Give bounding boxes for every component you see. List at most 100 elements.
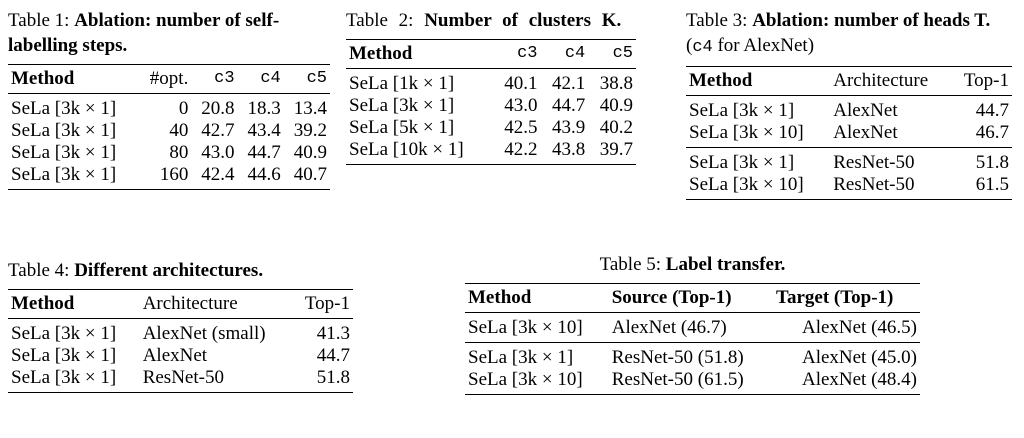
table: Method Architecture Top-1 SeLa [3k × 1] Alex… <box>8 289 353 393</box>
table-row: SeLa [3k × 10] AlexNet (46.7) AlexNet (46.… <box>465 313 920 343</box>
cell: AlexNet (46.7) <box>611 317 727 338</box>
table-block: Table 5: Label transfer. Method Source (To… <box>465 252 920 395</box>
header-cell: Top-1 <box>304 293 350 314</box>
header-cell: Architecture <box>833 70 929 91</box>
cell: SeLa [3k × 1] <box>11 164 117 185</box>
row-group: SeLa [3k × 10] AlexNet (46.7) AlexNet (46.… <box>465 312 920 343</box>
row-group: SeLa [3k × 1] ResNet-50 51.8 SeLa [3k × 10]… <box>686 147 1012 200</box>
table-caption: Table 2: Number of clusters K. <box>346 8 636 33</box>
table: Method Architecture Top-1 SeLa [3k × 1] Alex… <box>686 66 1012 200</box>
table-block: Table 3: Ablation: number of heads T. (c… <box>686 8 1012 200</box>
cell: AlexNet (48.4) <box>801 369 917 390</box>
caption-title: Ablation: number of self-labelling steps… <box>8 10 280 56</box>
table: Method #opt. c3 c4 c5 SeLa [3k × 1] 0 20.8 18.3 1… <box>8 64 330 190</box>
row-group: SeLa [3k × 1] AlexNet 44.7 SeLa [3k × 10] Al… <box>686 95 1012 148</box>
table-row: SeLa [3k × 1] 40 42.7 43.4 39.2 <box>8 120 330 142</box>
header-row: Method Architecture Top-1 <box>686 66 1012 96</box>
cell: SeLa [3k × 1] <box>11 120 117 141</box>
cell: 38.8 <box>599 73 633 94</box>
cell: 43.8 <box>551 139 586 160</box>
header-cell: #opt. <box>149 68 189 89</box>
header-row: Method c3 c4 c5 <box>346 39 636 69</box>
cell: SeLa [3k × 1] <box>689 152 795 173</box>
header-cell: c4 <box>564 44 586 63</box>
caption-title: Different architectures. <box>74 260 264 281</box>
table-head: Method Source (Top-1) Target (Top-1) <box>465 283 920 313</box>
table-row: SeLa [1k × 1] 40.1 42.1 38.8 <box>346 69 636 96</box>
header-cell: Method <box>349 43 413 64</box>
cell: 40.9 <box>599 95 633 116</box>
table-head: Method c3 c4 c5 <box>346 39 636 69</box>
table-row: SeLa [3k × 10] ResNet-50 61.5 <box>686 174 1012 200</box>
row-group: SeLa [1k × 1] 40.1 42.1 38.8 SeLa [3k × 1] 43… <box>346 68 636 165</box>
cell: 51.8 <box>316 367 350 388</box>
table-head: Method Architecture Top-1 <box>8 289 353 319</box>
cell: 42.4 <box>201 164 235 185</box>
cell: SeLa [3k × 10] <box>689 122 804 143</box>
table-row: SeLa [3k × 1] ResNet-50 (51.8) AlexNet (45… <box>465 343 920 370</box>
cell: ResNet-50 <box>833 152 915 173</box>
cell: 40.2 <box>599 117 633 138</box>
table-row: SeLa [3k × 1] 160 42.4 44.6 40.7 <box>8 164 330 190</box>
cell: SeLa [3k × 1] <box>468 347 574 368</box>
cell: ResNet-50 <box>833 174 915 195</box>
header-cell: Method <box>11 68 75 89</box>
header-cell: c5 <box>612 44 633 63</box>
table-head: Method Architecture Top-1 <box>686 66 1012 96</box>
caption-label: Table 5: <box>599 254 662 275</box>
caption-note-code: c4 <box>692 38 713 57</box>
cell: ResNet-50 (51.8) <box>611 347 744 368</box>
cell: 0 <box>178 98 189 119</box>
cell: 20.8 <box>201 98 235 119</box>
cell: SeLa [3k × 1] <box>349 95 455 116</box>
header-cell: c5 <box>306 69 327 88</box>
header-cell: Source (Top-1) <box>611 287 732 308</box>
cell: 61.5 <box>975 174 1009 195</box>
cell: 43.4 <box>247 120 281 141</box>
cell: SeLa [3k × 10] <box>689 174 804 195</box>
caption-title: Label transfer. <box>665 254 786 275</box>
cell: AlexNet (small) <box>142 323 266 344</box>
cell: 39.7 <box>599 139 633 160</box>
table-head: Method #opt. c3 c4 c5 <box>8 64 330 94</box>
cell: 18.3 <box>247 98 281 119</box>
row-group: SeLa [3k × 1] ResNet-50 (51.8) AlexNet (45… <box>465 342 920 395</box>
cell: 40 <box>169 120 189 141</box>
table-row: SeLa [3k × 1] AlexNet 44.7 <box>8 345 353 367</box>
cell: SeLa [3k × 1] <box>11 323 117 344</box>
table-block: Table 2: Number of clusters K. Method c3 c4… <box>346 8 636 165</box>
table-caption: Table 3: Ablation: number of heads T. (c… <box>686 8 1012 60</box>
table-caption: Table 5: Label transfer. <box>465 252 920 277</box>
cell: SeLa [3k × 1] <box>689 100 795 121</box>
table-row: SeLa [3k × 1] AlexNet (small) 41.3 <box>8 319 353 346</box>
cell: AlexNet <box>833 100 898 121</box>
table-row: SeLa [3k × 10] AlexNet 46.7 <box>686 122 1012 148</box>
header-cell: Method <box>468 287 532 308</box>
cell: 51.8 <box>975 152 1009 173</box>
cell: 39.2 <box>293 120 327 141</box>
caption-label: Table 4: <box>8 260 70 281</box>
cell: 44.6 <box>247 164 281 185</box>
cell: 40.7 <box>293 164 327 185</box>
caption-note: for AlexNet) <box>717 35 815 56</box>
header-cell: c3 <box>214 69 235 88</box>
cell: 44.7 <box>247 142 281 163</box>
cell: ResNet-50 (61.5) <box>611 369 744 390</box>
table-row: SeLa [10k × 1] 42.2 43.8 39.7 <box>346 139 636 165</box>
caption-note: ( <box>686 35 693 56</box>
header-row: Method #opt. c3 c4 c5 <box>8 64 330 94</box>
caption-label: Table 1: <box>8 10 70 31</box>
cell: 42.5 <box>504 117 538 138</box>
header-cell: Method <box>689 70 753 91</box>
cell: SeLa [3k × 1] <box>11 345 117 366</box>
table: Method c3 c4 c5 SeLa [1k × 1] 40.1 42.1 38.8 SeL… <box>346 39 636 165</box>
cell: 42.2 <box>504 139 538 160</box>
table-row: SeLa [3k × 1] 43.0 44.7 40.9 <box>346 95 636 117</box>
cell: SeLa [3k × 1] <box>11 98 117 119</box>
table-block: Table 4: Different architectures. Method A… <box>8 258 353 393</box>
cell: 43.0 <box>201 142 235 163</box>
cell: 44.7 <box>316 345 350 366</box>
caption-title: Number of clusters K. <box>424 10 622 31</box>
cell: SeLa [5k × 1] <box>349 117 455 138</box>
header-row: Method Architecture Top-1 <box>8 289 353 319</box>
